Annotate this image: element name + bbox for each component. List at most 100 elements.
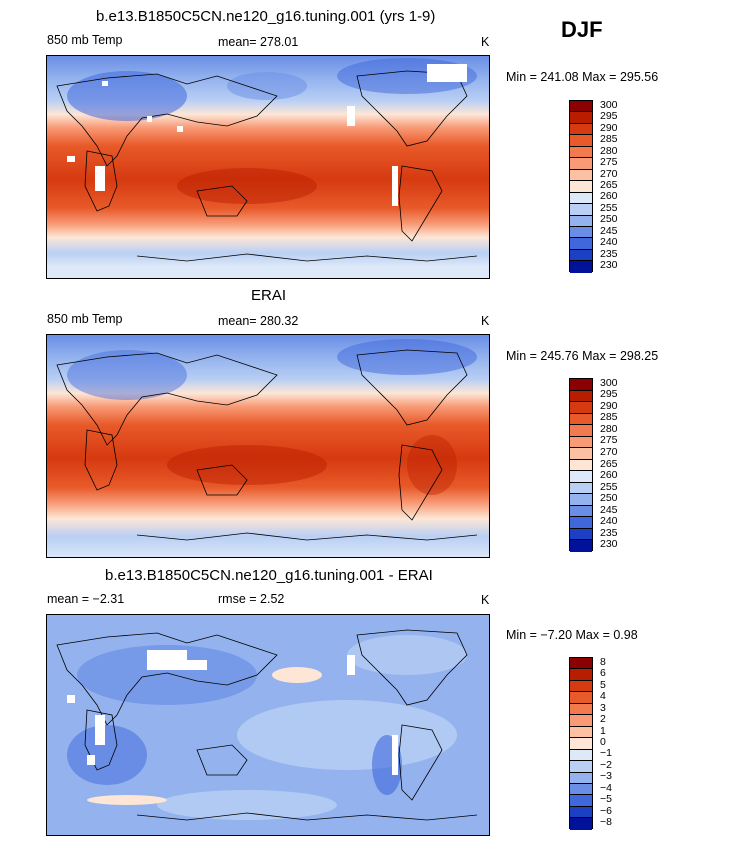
colorbar-tick-label: 260 (600, 190, 618, 203)
colorbar-swatch (570, 169, 592, 182)
colorbar-tick-label: 250 (600, 213, 618, 226)
colorbar-tick-label: 6 (600, 667, 606, 680)
colorbar-tick-label: 1 (600, 724, 606, 737)
colorbar-swatch (570, 226, 592, 239)
colorbar-tick-label: 280 (600, 422, 618, 435)
colorbar-tick-label: 250 (600, 492, 618, 505)
colorbar-tick-label: 290 (600, 121, 618, 134)
colorbar-swatch (570, 680, 592, 693)
colorbar-tick-label: 2 (600, 713, 606, 726)
colorbar-tick-label: 285 (600, 411, 618, 424)
colorbar-tick-label: 235 (600, 247, 618, 260)
colorbar-swatch (570, 448, 592, 460)
colorbar-swatch (570, 715, 592, 727)
colorbar-tick-label: 3 (600, 701, 606, 714)
colorbar-swatch (570, 658, 592, 670)
colorbar-swatch (570, 123, 592, 136)
colorbar-tick-label: −3 (600, 770, 612, 783)
colorbar-tick-label: 285 (600, 133, 618, 146)
colorbar-swatch (570, 158, 592, 170)
panel2-mean: mean= 280.32 (218, 314, 299, 328)
colorbar-tick-label: 270 (600, 445, 618, 458)
colorbar-tick-label: 270 (600, 167, 618, 180)
colorbar-swatch (570, 783, 592, 796)
colorbar-swatch (570, 692, 592, 704)
colorbar-tick-label: 8 (600, 655, 606, 668)
colorbar-swatch (570, 818, 592, 830)
colorbar-swatch (570, 402, 592, 414)
colorbar-swatch (570, 540, 592, 552)
colorbar-swatch (570, 761, 592, 773)
colorbar-swatch (570, 471, 592, 483)
colorbar-swatch (570, 795, 592, 807)
panel2-units: K (481, 314, 490, 328)
colorbar-tick-label: 300 (600, 376, 618, 389)
colorbar-difference (569, 657, 593, 830)
colorbar-swatch (570, 726, 592, 739)
colorbar-tick-label: 260 (600, 469, 618, 482)
panel1-map (46, 55, 490, 279)
colorbar-swatch (570, 703, 592, 716)
colorbar-tick-label: 275 (600, 156, 618, 169)
colorbar-swatch (570, 112, 592, 124)
colorbar-swatch (570, 517, 592, 529)
colorbar-tick-label: 265 (600, 457, 618, 470)
panel1-minmax: Min = 241.08 Max = 295.56 (506, 70, 659, 84)
colorbar-tick-label: −2 (600, 758, 612, 771)
panel1-units: K (481, 35, 490, 49)
colorbar-tick-label: 0 (600, 736, 606, 748)
colorbar-swatch (570, 459, 592, 472)
colorbar-tick-label: 230 (600, 259, 618, 272)
colorbar-swatch (570, 261, 592, 273)
panel1-mean: mean= 278.01 (218, 35, 299, 49)
colorbar-tick-label: 265 (600, 179, 618, 191)
colorbar-swatch (570, 425, 592, 437)
colorbar-tick-label: 300 (600, 98, 618, 111)
panel3-units: K (481, 593, 490, 607)
colorbar-tick-label: 290 (600, 399, 618, 412)
colorbar-swatch (570, 505, 592, 518)
colorbar-swatch (570, 238, 592, 250)
panel2-title: ERAI (251, 287, 287, 304)
colorbar-swatch (570, 749, 592, 762)
colorbar-swatch (570, 436, 592, 449)
colorbar-swatch (570, 669, 592, 681)
colorbar-tick-label: 275 (600, 434, 618, 447)
colorbar-swatch (570, 204, 592, 216)
colorbar-tick-label: 245 (600, 224, 618, 237)
colorbar-swatch (570, 379, 592, 391)
colorbar-tick-label: −1 (600, 747, 612, 760)
colorbar-swatch (570, 192, 592, 205)
colorbar-tick-label: −5 (600, 793, 612, 806)
panel3-minmax: Min = −7.20 Max = 0.98 (506, 628, 638, 642)
colorbar-swatch (570, 101, 592, 113)
colorbar-swatch (570, 390, 592, 403)
panel2-field-label: 850 mb Temp (47, 312, 123, 326)
panel3-map (46, 614, 490, 836)
colorbar-tick-label: 230 (600, 538, 618, 551)
colorbar-swatch (570, 135, 592, 147)
colorbar-swatch (570, 482, 592, 495)
colorbar-tick-label: −8 (600, 816, 612, 829)
colorbar-tick-label: −4 (600, 781, 612, 794)
panel1-field-label: 850 mb Temp (47, 33, 123, 47)
colorbar-swatch (570, 806, 592, 819)
colorbar-swatch (570, 215, 592, 227)
panel2-minmax: Min = 245.76 Max = 298.25 (506, 349, 659, 363)
colorbar-tick-label: 245 (600, 503, 618, 516)
panel2-map (46, 334, 490, 558)
colorbar-tick-label: 5 (600, 678, 606, 691)
colorbar-tick-label: 4 (600, 690, 606, 703)
colorbar-tick-label: 280 (600, 144, 618, 157)
colorbar-tick-label: 240 (600, 236, 618, 249)
panel3-mean: mean = −2.31 (47, 592, 125, 606)
colorbar-tick-label: −6 (600, 804, 612, 817)
colorbar-absolute-1 (569, 100, 593, 273)
season-label: DJF (561, 17, 603, 42)
colorbar-tick-label: 255 (600, 480, 618, 493)
colorbar-swatch (570, 249, 592, 262)
colorbar-swatch (570, 738, 592, 750)
colorbar-swatch (570, 528, 592, 541)
colorbar-tick-label: 240 (600, 515, 618, 528)
colorbar-absolute-2 (569, 378, 593, 552)
